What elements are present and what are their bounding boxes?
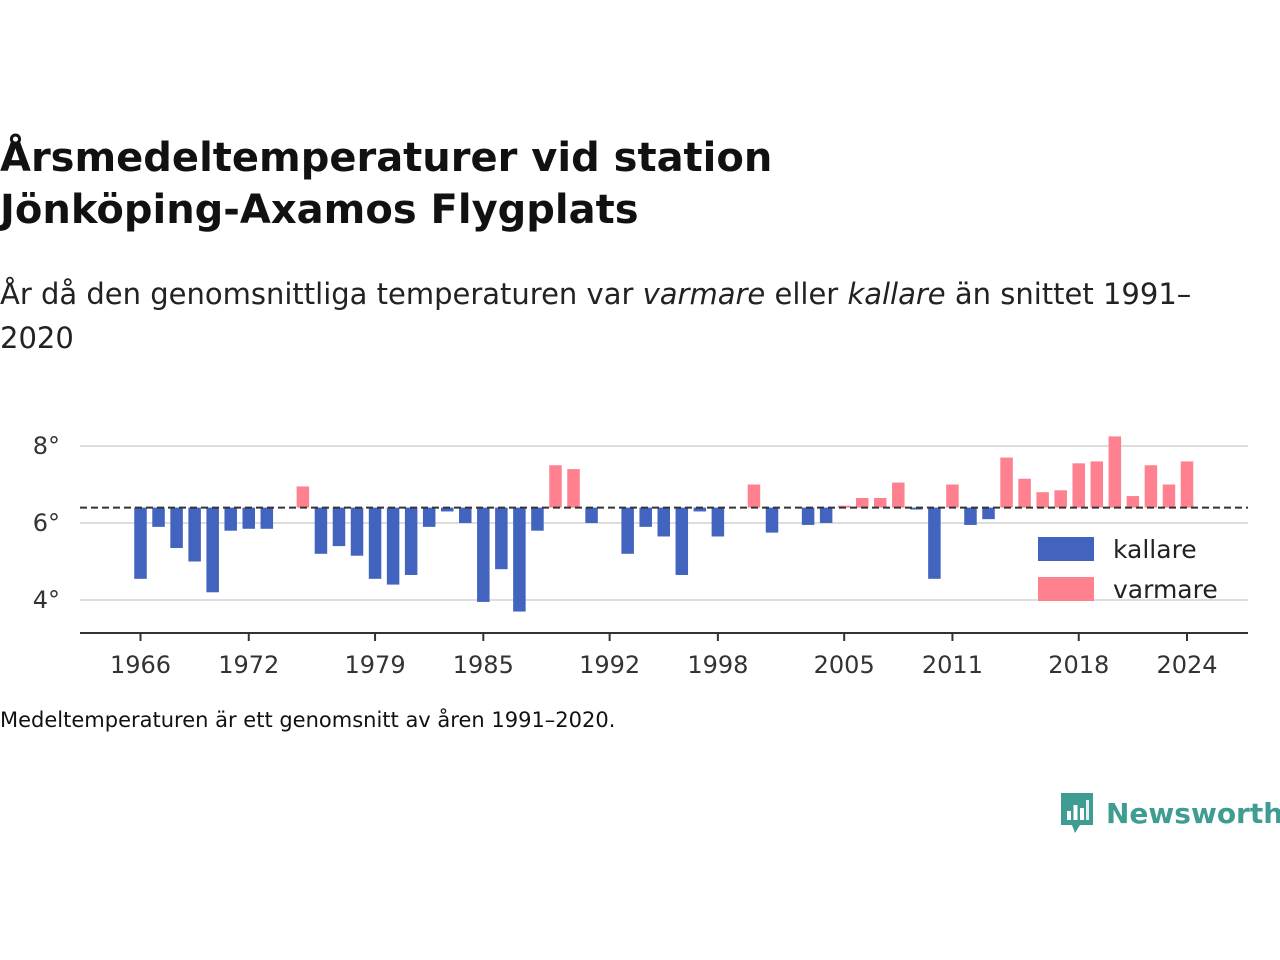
bar-2017 (1054, 490, 1067, 508)
bar-2001 (765, 507, 779, 533)
y-tick-label: 6° (33, 509, 60, 537)
bar-1966 (134, 507, 147, 579)
chart-title: Årsmedeltemperaturer vid station Jönköpi… (0, 132, 1000, 236)
title-line-1: Årsmedeltemperaturer vid station (0, 135, 773, 181)
x-tick-label: 1992 (579, 651, 640, 679)
legend-label-cold: kallare (1113, 535, 1197, 564)
subtitle-text-middle: eller (765, 277, 848, 311)
bar-2011 (946, 484, 959, 508)
subtitle-cold-word: kallare (847, 277, 946, 311)
newsworthy-logo-icon (1061, 793, 1093, 833)
subtitle-text-start: År då den genomsnittliga temperaturen va… (0, 277, 643, 311)
y-tick-label: 8° (33, 432, 60, 460)
bar-2015 (1018, 478, 1031, 508)
bar-1979 (368, 507, 382, 579)
newsworthy-brand-name: Newsworthy (1106, 796, 1280, 830)
subtitle-text-end: än snittet 1991–2020 (0, 277, 1192, 355)
bar-1987 (513, 507, 526, 612)
bar-1994 (639, 507, 652, 527)
bar-1982 (422, 507, 436, 527)
bar-1989 (549, 465, 562, 508)
bar-2019 (1090, 461, 1104, 508)
chart-subtitle: År då den genomsnittliga temperaturen va… (0, 272, 1240, 360)
bar-1978 (350, 507, 364, 556)
x-tick-label: 1972 (218, 651, 279, 679)
x-tick-label: 1985 (453, 651, 514, 679)
bar-1977 (332, 507, 346, 547)
bar-1969 (188, 507, 201, 562)
bar-1970 (206, 507, 219, 593)
legend-label-warm: varmare (1113, 575, 1218, 604)
bar-2018 (1072, 463, 1085, 508)
bar-2012 (964, 507, 977, 525)
bar-1985 (477, 507, 490, 602)
title-line-2: Jönköping-Axamos Flygplats (0, 187, 639, 233)
bar-1995 (657, 507, 670, 537)
bar-1984 (459, 507, 472, 523)
bar-2022 (1144, 465, 1158, 508)
bar-1996 (675, 507, 689, 575)
y-tick-label: 4° (33, 586, 60, 614)
newsworthy-logo: Newsworthy (1058, 790, 1280, 836)
bar-1993 (621, 507, 634, 554)
x-tick-label: 2024 (1156, 651, 1217, 679)
x-tick-label: 2018 (1048, 651, 1109, 679)
x-tick-label: 1979 (345, 651, 406, 679)
bar-2004 (819, 507, 833, 523)
bar-1988 (531, 507, 544, 531)
bar-1971 (224, 507, 237, 531)
bar-2010 (928, 507, 941, 579)
bar-2000 (747, 484, 761, 508)
bar-1972 (242, 507, 256, 529)
subtitle-warm-word: varmare (642, 277, 766, 311)
bar-2003 (801, 507, 815, 525)
bar-1983 (440, 507, 454, 512)
bar-1975 (296, 486, 310, 508)
bar-1991 (585, 507, 598, 523)
bar-2008 (892, 482, 905, 508)
legend-swatch-cold (1038, 537, 1094, 561)
bar-2016 (1036, 492, 1049, 508)
bar-2014 (1000, 457, 1013, 508)
legend-swatch-warm (1038, 577, 1094, 601)
bar-2007 (874, 497, 887, 508)
bar-1973 (260, 507, 274, 529)
bar-1980 (386, 507, 400, 585)
bar-1997 (693, 507, 707, 512)
bar-2023 (1162, 484, 1176, 508)
bar-2013 (982, 507, 995, 520)
temperature-bar-chart: 4° 6° 8° 1966 1972 1979 1985 1992 1998 2005 2011 20… (33, 432, 1248, 679)
bar-2021 (1126, 496, 1140, 508)
bar-1990 (567, 469, 580, 508)
x-tick-label: 2005 (814, 651, 875, 679)
bar-1981 (404, 507, 418, 575)
bar-2006 (855, 497, 869, 508)
bar-2020 (1108, 436, 1122, 508)
bar-2024 (1180, 461, 1194, 508)
bar-1986 (495, 507, 508, 570)
bar-1967 (152, 507, 165, 527)
bar-1976 (314, 507, 328, 554)
bar-1998 (711, 507, 725, 537)
x-tick-label: 2011 (922, 651, 983, 679)
x-tick-label: 1966 (110, 651, 171, 679)
x-tick-label: 1998 (687, 651, 748, 679)
footnote: Medeltemperaturen är ett genomsnitt av å… (0, 708, 616, 732)
bar-1968 (170, 507, 183, 549)
